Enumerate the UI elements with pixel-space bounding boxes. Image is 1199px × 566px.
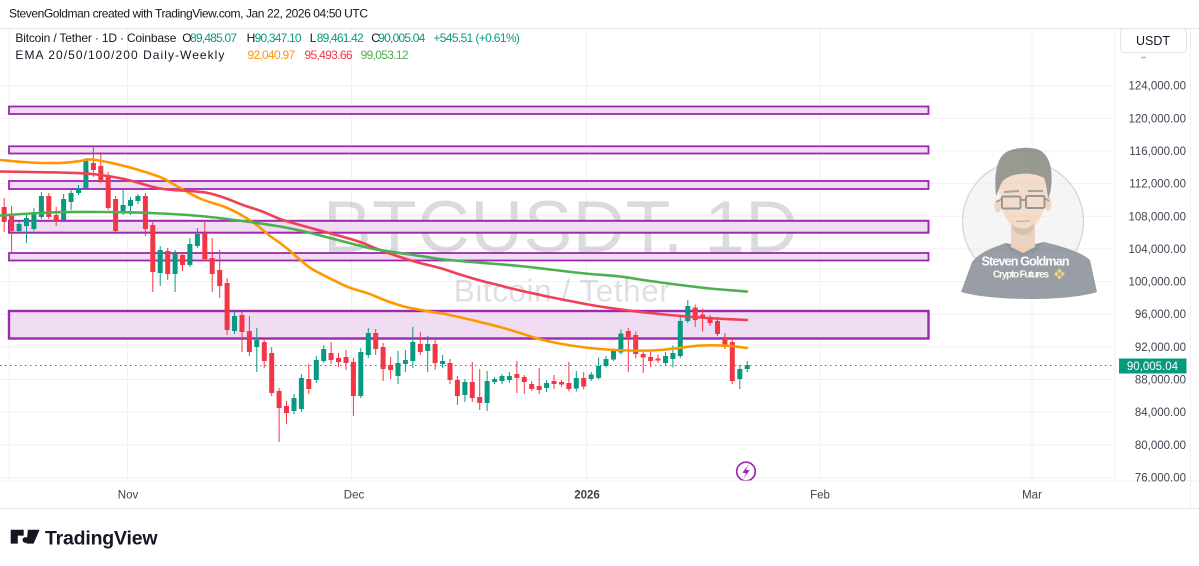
svg-text:StevenGoldman created with Tra: StevenGoldman created with TradingView.c… (9, 7, 368, 21)
svg-text:120,000.00: 120,000.00 (1128, 113, 1186, 125)
svg-text:Dec: Dec (344, 490, 365, 502)
svg-text:Feb: Feb (810, 490, 830, 502)
svg-text:Nov: Nov (118, 490, 139, 502)
svg-text:88,000.00: 88,000.00 (1135, 375, 1186, 387)
svg-text:108,000.00: 108,000.00 (1128, 211, 1186, 223)
svg-text:104,000.00: 104,000.00 (1128, 244, 1186, 256)
svg-text:90,005.04: 90,005.04 (1127, 361, 1179, 373)
svg-text:90,347.10: 90,347.10 (255, 31, 302, 45)
svg-text:124,000.00: 124,000.00 (1128, 81, 1186, 93)
svg-text:89,485.07: 89,485.07 (190, 31, 237, 45)
svg-text:100,000.00: 100,000.00 (1128, 277, 1186, 289)
svg-text:Bitcoin / Tether · 1D · Coinba: Bitcoin / Tether · 1D · Coinbase (15, 31, 176, 45)
svg-text:92,000.00: 92,000.00 (1135, 342, 1186, 354)
svg-text:C: C (371, 31, 380, 45)
svg-text:84,000.00: 84,000.00 (1135, 407, 1186, 419)
svg-text:92,040.97: 92,040.97 (248, 48, 296, 62)
svg-text:TradingView: TradingView (45, 528, 158, 550)
svg-text:USDT: USDT (1136, 34, 1170, 48)
svg-text:90,005.04: 90,005.04 (378, 31, 425, 45)
svg-text:Mar: Mar (1022, 490, 1042, 502)
svg-text:96,000.00: 96,000.00 (1135, 309, 1186, 321)
svg-text:116,000.00: 116,000.00 (1129, 146, 1186, 158)
svg-text:89,461.42: 89,461.42 (317, 31, 364, 45)
svg-text:L: L (310, 31, 317, 45)
svg-text:76.000.00: 76.000.00 (1135, 473, 1186, 485)
svg-text:O: O (182, 31, 191, 45)
svg-text:EMA 20/50/100/200 Daily-Weekly: EMA 20/50/100/200 Daily-Weekly (15, 48, 224, 62)
svg-text:2026: 2026 (574, 490, 600, 502)
svg-text:Steven Goldman: Steven Goldman (982, 255, 1070, 269)
svg-text:+545.51 (+0.61%): +545.51 (+0.61%) (433, 31, 520, 45)
svg-text:H: H (247, 31, 256, 45)
svg-text:80,000.00: 80,000.00 (1135, 440, 1186, 452)
svg-text:112,000.00: 112,000.00 (1129, 179, 1186, 191)
svg-text:Crypto Futures: Crypto Futures (993, 270, 1049, 281)
svg-text:99,053.12: 99,053.12 (361, 48, 409, 62)
svg-text:95,493.66: 95,493.66 (305, 48, 353, 62)
